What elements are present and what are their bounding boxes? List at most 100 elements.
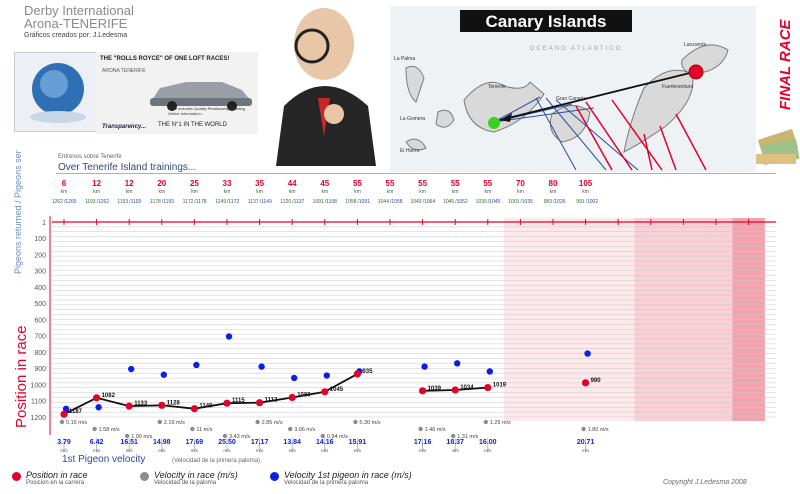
first-velocity-unit: m/s [289, 448, 297, 453]
position-label: 935 [362, 369, 373, 375]
first-velocity-layer [62, 333, 591, 413]
y-tick-label: 500 [34, 301, 46, 308]
grey-velocity-point [125, 433, 130, 439]
column-km-unit: km [321, 189, 328, 195]
column-km-unit: km [387, 189, 394, 195]
first-velocity-value: 16.51 [120, 439, 138, 446]
column-km-value: 45 [320, 179, 329, 188]
ad-tagline: THE N°1 IN THE WORLD [158, 122, 227, 128]
blue-velocity-point [95, 404, 102, 411]
grey-velocity-label: 5.30 m/s [359, 420, 380, 426]
column-km-value: 44 [288, 179, 297, 188]
column-km-unit: km [452, 189, 459, 195]
column-km-unit: km [550, 189, 557, 195]
column-km-value: 6 [62, 179, 67, 188]
grey-velocity-point [59, 419, 65, 425]
grey-velocity-point [483, 419, 488, 425]
column-returned: 1262 [52, 199, 63, 205]
column-km-unit: km [256, 189, 263, 195]
column-sent: /1064 [423, 199, 436, 205]
legend-item-velocity: Velocity in race (m/s) Velocidad de la p… [140, 470, 238, 486]
column-km-value: 55 [418, 179, 427, 188]
legend-item-first-velocity: Velocity 1st pigeon in race (m/s) Veloci… [270, 470, 412, 486]
position-label: 1039 [428, 386, 442, 392]
first-velocity-unit: m/s [321, 448, 329, 453]
grey-velocity-label: 1.80 m/s [588, 427, 609, 433]
canary-islands-map: Canary Islands OCEANO ATLANTICO Tenerife… [376, 2, 766, 172]
map-ocean-label: OCEANO ATLANTICO [530, 46, 623, 52]
ad-fineprint: Price includes Quality Relationship Buil… [168, 106, 245, 116]
column-returned: 1193 [117, 199, 128, 205]
column-km-unit: km [419, 189, 426, 195]
column-returned: 1120 [280, 199, 291, 205]
column-returned: 1001 [508, 199, 519, 205]
grey-velocity-label: 2.85 m/s [262, 420, 283, 426]
first-velocity-unit: m/s [582, 448, 590, 453]
column-sent: /1265 [64, 199, 77, 205]
position-point [158, 401, 166, 409]
grey-velocity-label: 0.16 m/s [66, 420, 87, 426]
copyright: Copyright J.Ledesma 2008 [663, 479, 747, 486]
blue-velocity-point [454, 360, 461, 367]
first-velocity-unit: m/s [126, 448, 134, 453]
position-label: 990 [591, 378, 602, 384]
column-sent: /1052 [455, 199, 468, 205]
returned-axis-label: Pigeons returned / Pigeons sent [10, 145, 24, 275]
grey-velocity-point [451, 433, 456, 439]
map-island-lanzarote: Lanzarote [684, 42, 706, 48]
column-sent: /1026 [553, 199, 566, 205]
legend-position-sub: Posicion en la carrera [26, 480, 85, 486]
position-label: 1019 [493, 383, 507, 389]
car-icon [150, 82, 252, 111]
column-sent: /1045 [488, 199, 501, 205]
blue-velocity-point [584, 350, 591, 357]
position-label: 1112 [265, 398, 278, 404]
column-km-unit: km [289, 189, 296, 195]
spinning-top-logo [14, 52, 102, 132]
column-km-unit: km [582, 189, 589, 195]
column-km-value: 35 [255, 179, 264, 188]
brand-title: Derby International Arona-TENERIFE [24, 4, 134, 30]
first-velocity-value: 14.16 [316, 439, 334, 446]
position-label: 1034 [460, 385, 474, 391]
ad-transparency: Transparency... [102, 124, 147, 130]
column-returned: 1137 [248, 199, 259, 205]
column-km-unit: km [126, 189, 133, 195]
first-velocity-value: 3.79 [57, 439, 71, 446]
position-point [93, 394, 101, 402]
position-point [451, 386, 459, 394]
first-velocity-value: 14.98 [153, 439, 171, 446]
legend: Position in race Posicion en la carrera … [12, 470, 774, 492]
column-returned: 1172 [183, 199, 194, 205]
column-returned: 991 [576, 199, 585, 205]
blue-velocity-point [193, 361, 200, 369]
y-tick-label: 800 [34, 350, 46, 357]
column-returned: 1149 [215, 199, 226, 205]
brand-title-line1: Derby International [24, 3, 134, 18]
column-sent: /1149 [260, 199, 272, 205]
column-km-unit: km [61, 189, 68, 195]
first-velocity-value: 13.84 [283, 439, 301, 446]
y-tick-label: 1 [42, 220, 46, 227]
grid-layer [49, 216, 776, 435]
column-returned: 1049 [410, 199, 421, 205]
position-point [190, 405, 198, 413]
first-velocity-unit: m/s [191, 448, 199, 453]
column-sent: /1178 [194, 199, 206, 205]
position-axis-label: Position in race [8, 300, 30, 430]
first-velocity-unit: m/s [60, 448, 68, 453]
first-velocity-subtitle: (Velocidad de la primera paloma) [172, 458, 260, 464]
position-axis-text: Position in race [13, 325, 30, 428]
column-km-value: 33 [223, 179, 232, 188]
column-km-unit: km [224, 189, 231, 195]
column-returned: 1030 [476, 199, 487, 205]
y-tick-label: 200 [34, 252, 46, 259]
map-title: Canary Islands [486, 12, 607, 31]
column-km-value: 55 [386, 179, 395, 188]
column-returned: 1045 [443, 199, 454, 205]
first-velocity-value: 20.71 [577, 439, 595, 446]
column-sent: /1002 [586, 199, 599, 205]
grey-velocity-label: 3.06 m/s [294, 427, 315, 433]
blue-velocity-point [486, 368, 493, 375]
column-km-unit: km [517, 189, 524, 195]
